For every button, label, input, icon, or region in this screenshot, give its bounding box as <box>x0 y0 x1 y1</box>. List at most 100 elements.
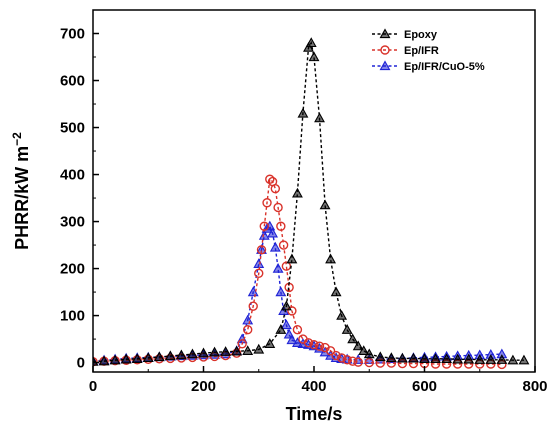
data-point <box>220 346 232 356</box>
data-point <box>305 37 317 48</box>
plot-area <box>93 37 530 370</box>
data-point <box>286 253 298 264</box>
data-point <box>314 112 325 123</box>
data-point <box>276 221 286 231</box>
data-point <box>267 227 278 238</box>
x-tick-label: 600 <box>412 378 437 395</box>
legend-label: Ep/IFR <box>404 45 439 57</box>
legend-marker <box>380 45 390 55</box>
data-point <box>385 352 397 363</box>
series-ep-ifr-cuo-5- <box>93 220 508 366</box>
data-point <box>374 351 386 362</box>
data-point <box>325 253 337 264</box>
data-point <box>287 306 297 316</box>
data-point <box>347 333 359 344</box>
y-tick-label: 500 <box>60 120 85 137</box>
data-point <box>363 348 375 359</box>
data-point <box>485 354 497 364</box>
data-point <box>430 353 441 363</box>
data-point <box>253 343 265 354</box>
data-point <box>341 324 353 334</box>
data-point <box>292 324 303 335</box>
data-point <box>142 352 154 363</box>
data-point <box>336 353 347 363</box>
data-point <box>396 352 408 363</box>
y-tick-label: 200 <box>60 261 85 278</box>
y-tick-label: 0 <box>77 355 85 372</box>
data-point <box>336 309 348 320</box>
data-point <box>237 339 247 349</box>
data-point <box>120 353 132 364</box>
data-point <box>265 174 275 184</box>
data-point <box>256 245 267 255</box>
data-point <box>419 353 430 363</box>
data-point <box>242 345 254 355</box>
data-point <box>273 202 283 213</box>
data-point <box>441 353 453 363</box>
data-point <box>303 338 314 348</box>
y-tick-label: 100 <box>60 308 85 325</box>
data-point <box>275 324 287 334</box>
data-point <box>248 301 258 311</box>
data-point <box>347 356 358 366</box>
data-point <box>262 198 272 208</box>
legend-label: Epoxy <box>404 29 438 41</box>
data-point <box>358 345 370 355</box>
data-point <box>319 199 331 210</box>
data-point <box>474 354 486 364</box>
data-point <box>352 340 364 351</box>
data-point <box>297 107 309 118</box>
data-point <box>259 221 269 231</box>
y-axis-title-main: PHRR/kW m <box>12 146 32 250</box>
y-tick-label: 600 <box>60 73 85 90</box>
y-axis-title: PHRR/kW m−2 <box>10 132 32 250</box>
x-tick-label: 400 <box>301 378 326 395</box>
data-point <box>231 345 243 356</box>
data-point <box>330 286 342 297</box>
data-point <box>98 355 110 366</box>
legend-marker <box>379 60 391 71</box>
data-point <box>272 262 284 273</box>
data-point <box>254 268 264 278</box>
data-point <box>258 230 270 240</box>
data-point <box>364 357 374 368</box>
legend: Epoxy Ep/IFR Ep/IFR/CuO-5% <box>372 28 485 73</box>
y-tick-label: 700 <box>60 26 85 43</box>
data-point <box>314 341 325 351</box>
y-tick-label: 300 <box>60 214 85 231</box>
data-point <box>286 334 298 345</box>
series-epoxy <box>93 37 530 366</box>
series-line <box>93 40 524 363</box>
data-point <box>303 41 314 52</box>
data-point <box>198 347 209 358</box>
data-point <box>109 354 121 365</box>
data-point <box>269 241 281 252</box>
data-point <box>280 319 292 330</box>
data-point <box>342 355 352 365</box>
data-point <box>175 349 187 360</box>
data-point <box>408 352 419 363</box>
data-point <box>463 353 475 364</box>
x-axis-title: Time/s <box>286 404 343 424</box>
data-point <box>309 340 319 350</box>
data-point <box>325 346 336 356</box>
series-line <box>93 177 502 366</box>
data-point <box>153 351 165 362</box>
data-point <box>452 353 464 364</box>
data-point <box>93 356 98 367</box>
data-point <box>270 183 281 194</box>
data-point <box>291 187 303 198</box>
y-axis-title-superscript: −2 <box>10 132 24 146</box>
data-point <box>496 354 508 364</box>
data-point <box>131 353 143 363</box>
data-point <box>264 338 276 348</box>
data-point <box>353 357 363 367</box>
x-tick-label: 0 <box>89 378 97 395</box>
data-point <box>253 258 265 269</box>
data-point <box>187 348 198 359</box>
data-point <box>308 51 320 62</box>
data-point <box>280 300 292 311</box>
data-point <box>331 350 341 361</box>
